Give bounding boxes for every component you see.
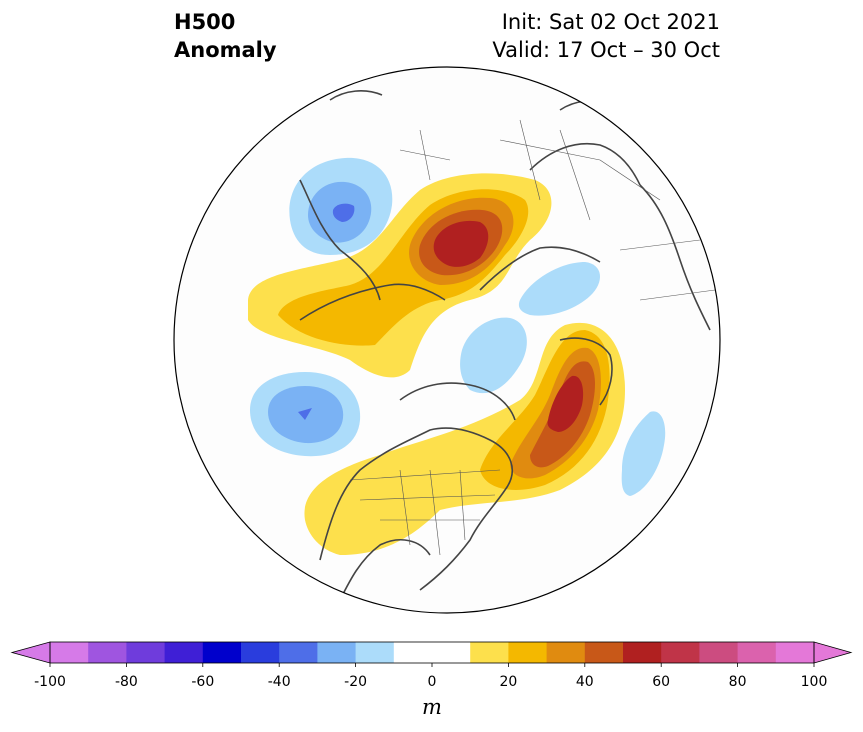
colorbar-segment bbox=[546, 642, 586, 663]
colorbar-segment bbox=[775, 642, 815, 663]
colorbar-tick-label: 40 bbox=[575, 674, 594, 690]
colorbar-segment bbox=[317, 642, 357, 663]
anomaly-negative-arctic bbox=[460, 317, 527, 394]
variable-title: H500 bbox=[174, 10, 236, 34]
colorbar-ticks bbox=[49, 663, 815, 667]
coastlines bbox=[299, 90, 711, 601]
colorbar-segment bbox=[126, 642, 166, 663]
colorbar-tick-label: -20 bbox=[344, 674, 368, 690]
colorbar-segment bbox=[88, 642, 127, 663]
anomaly-negative-pacific-inner bbox=[298, 408, 312, 420]
colorbar-segment bbox=[661, 642, 700, 663]
anomaly-red-pacific bbox=[433, 220, 489, 267]
valid-period: Valid: 17 Oct – 30 Oct bbox=[492, 38, 720, 62]
anomaly-contours bbox=[248, 90, 716, 601]
polar-map bbox=[173, 66, 721, 614]
colorbar-tick-label: -100 bbox=[34, 674, 66, 690]
colorbar-tick-label: 60 bbox=[652, 674, 671, 690]
colorbar-segment bbox=[623, 642, 662, 663]
colorbar bbox=[10, 641, 853, 667]
anomaly-title: Anomaly bbox=[174, 38, 277, 62]
colorbar-tick-label: -60 bbox=[191, 674, 215, 690]
colorbar-segment bbox=[202, 642, 242, 663]
anomaly-negative-atlantic-east bbox=[621, 411, 666, 496]
colorbar-segment bbox=[393, 642, 433, 663]
colorbar-tick-label: 80 bbox=[728, 674, 747, 690]
globe-boundary bbox=[173, 66, 721, 614]
colorbar-segment bbox=[584, 642, 624, 663]
colorbar-tick-label: 20 bbox=[499, 674, 518, 690]
colorbar-units: m bbox=[422, 695, 442, 719]
colorbar-segment bbox=[508, 642, 548, 663]
colorbar-segment bbox=[164, 642, 204, 663]
colorbar-segment bbox=[432, 642, 471, 663]
colorbar-tick-label: 100 bbox=[800, 674, 828, 690]
title-block-left: H500 Anomaly bbox=[174, 8, 277, 64]
globe-background bbox=[174, 67, 720, 613]
colorbar-segments bbox=[50, 642, 815, 663]
colorbar-extend-over bbox=[813, 641, 853, 664]
colorbar-segment bbox=[50, 642, 89, 663]
colorbar-segment bbox=[279, 642, 318, 663]
colorbar-segment bbox=[241, 642, 280, 663]
colorbar-segment bbox=[470, 642, 509, 663]
colorbar-segment bbox=[737, 642, 777, 663]
colorbar-tick-label: -40 bbox=[267, 674, 291, 690]
borders bbox=[349, 119, 716, 556]
colorbar-tick-label: -80 bbox=[114, 674, 138, 690]
colorbar-tick-label: 0 bbox=[427, 674, 437, 690]
anomaly-red-atlantic bbox=[547, 375, 584, 432]
anomaly-negative-europe bbox=[518, 262, 601, 316]
colorbar-segment bbox=[699, 642, 739, 663]
title-block-right: Init: Sat 02 Oct 2021 Valid: 17 Oct – 30… bbox=[492, 8, 720, 64]
colorbar-segment bbox=[355, 642, 395, 663]
init-date: Init: Sat 02 Oct 2021 bbox=[501, 10, 720, 34]
colorbar-extend-under bbox=[10, 641, 51, 664]
anomaly-negative-asia-inner bbox=[332, 203, 355, 222]
